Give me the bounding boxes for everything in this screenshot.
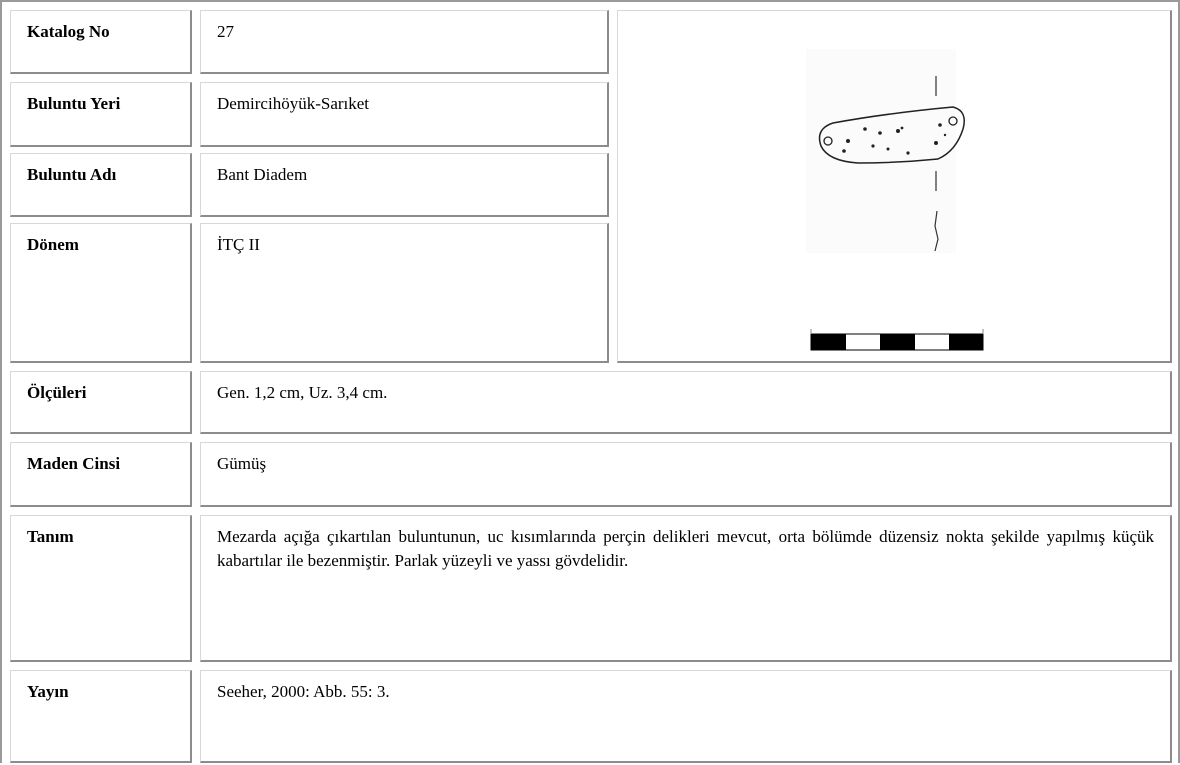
value-cell: İTÇ II [200, 223, 609, 363]
value-cell: Gen. 1,2 cm, Uz. 3,4 cm. [200, 371, 1172, 434]
value-cell: Mezarda açığa çıkartılan buluntunun, uc … [200, 515, 1172, 662]
label-cell: Yayın [10, 670, 192, 763]
label-cell: Katalog No [10, 10, 192, 74]
artifact-drawing [806, 49, 984, 351]
diadem-outline [818, 106, 965, 164]
label-cell: Dönem [10, 223, 192, 363]
rivet-hole [823, 136, 833, 146]
label-cell: Maden Cinsi [10, 442, 192, 507]
scale-bar [810, 329, 984, 351]
value-cell: Seeher, 2000: Abb. 55: 3. [200, 670, 1172, 763]
label-cell: Tanım [10, 515, 192, 662]
value-cell: 27 [200, 10, 609, 74]
value-cell: Demircihöyük-Sarıket [200, 82, 609, 147]
label-cell: Ölçüleri [10, 371, 192, 434]
label-cell: Buluntu Yeri [10, 82, 192, 147]
value-cell: Gümüş [200, 442, 1172, 507]
rivet-hole [948, 116, 958, 126]
label-cell: Buluntu Adı [10, 153, 192, 217]
image-cell [617, 10, 1172, 363]
drawing-background [806, 49, 956, 253]
decoration-dots [842, 123, 947, 155]
sketch-line [934, 210, 939, 252]
value-cell: Bant Diadem [200, 153, 609, 217]
